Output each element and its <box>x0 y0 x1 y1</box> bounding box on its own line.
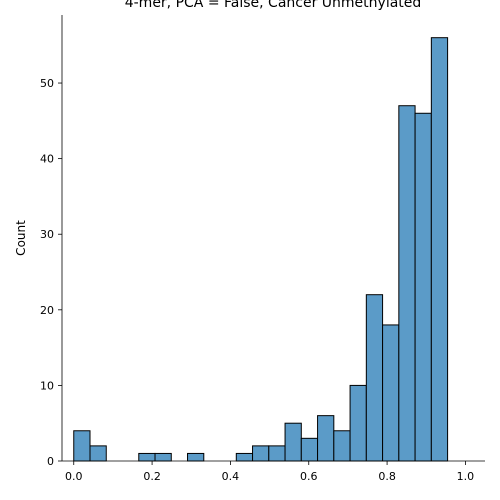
histogram-bar <box>138 452 156 462</box>
histogram-bar <box>187 452 205 462</box>
x-tick-label: 1.0 <box>457 470 475 483</box>
y-tick-label: 30 <box>40 228 54 241</box>
histogram-bar <box>365 294 384 462</box>
bars-group <box>73 37 449 462</box>
histogram-bar <box>268 445 286 462</box>
x-tick-label: 0.8 <box>378 470 396 483</box>
histogram-bar <box>154 452 172 462</box>
histogram-bar <box>73 430 91 462</box>
histogram-bar <box>89 445 107 462</box>
histogram-bar <box>317 415 335 462</box>
histogram-bar <box>284 422 302 462</box>
y-tick-label: 10 <box>40 379 54 392</box>
histogram-bar <box>333 430 351 462</box>
x-tick-label: 0.6 <box>300 470 318 483</box>
histogram-bar <box>382 324 400 462</box>
histogram-bar <box>235 452 254 462</box>
histogram-bar <box>398 105 416 462</box>
y-tick-label: 40 <box>40 153 54 166</box>
chart-title: 4-mer, PCA = False, Cancer Unmethylated <box>125 0 422 11</box>
x-ticks-group: 0.0 0.2 0.4 0.6 0.8 1.0 <box>65 461 474 483</box>
y-axis-label: Count <box>14 220 28 256</box>
histogram-bar <box>430 37 449 462</box>
x-tick-label: 0.0 <box>65 470 83 483</box>
y-tick-label: 0 <box>47 455 54 468</box>
x-tick-label: 0.2 <box>143 470 161 483</box>
histogram-bar <box>349 384 367 462</box>
histogram-bar <box>414 112 432 462</box>
y-ticks-group: 0 10 20 30 40 50 <box>40 77 62 468</box>
x-tick-label: 0.4 <box>222 470 240 483</box>
histogram-bar <box>300 437 319 462</box>
histogram-bar <box>252 445 270 462</box>
y-tick-label: 20 <box>40 304 54 317</box>
y-tick-label: 50 <box>40 77 54 90</box>
